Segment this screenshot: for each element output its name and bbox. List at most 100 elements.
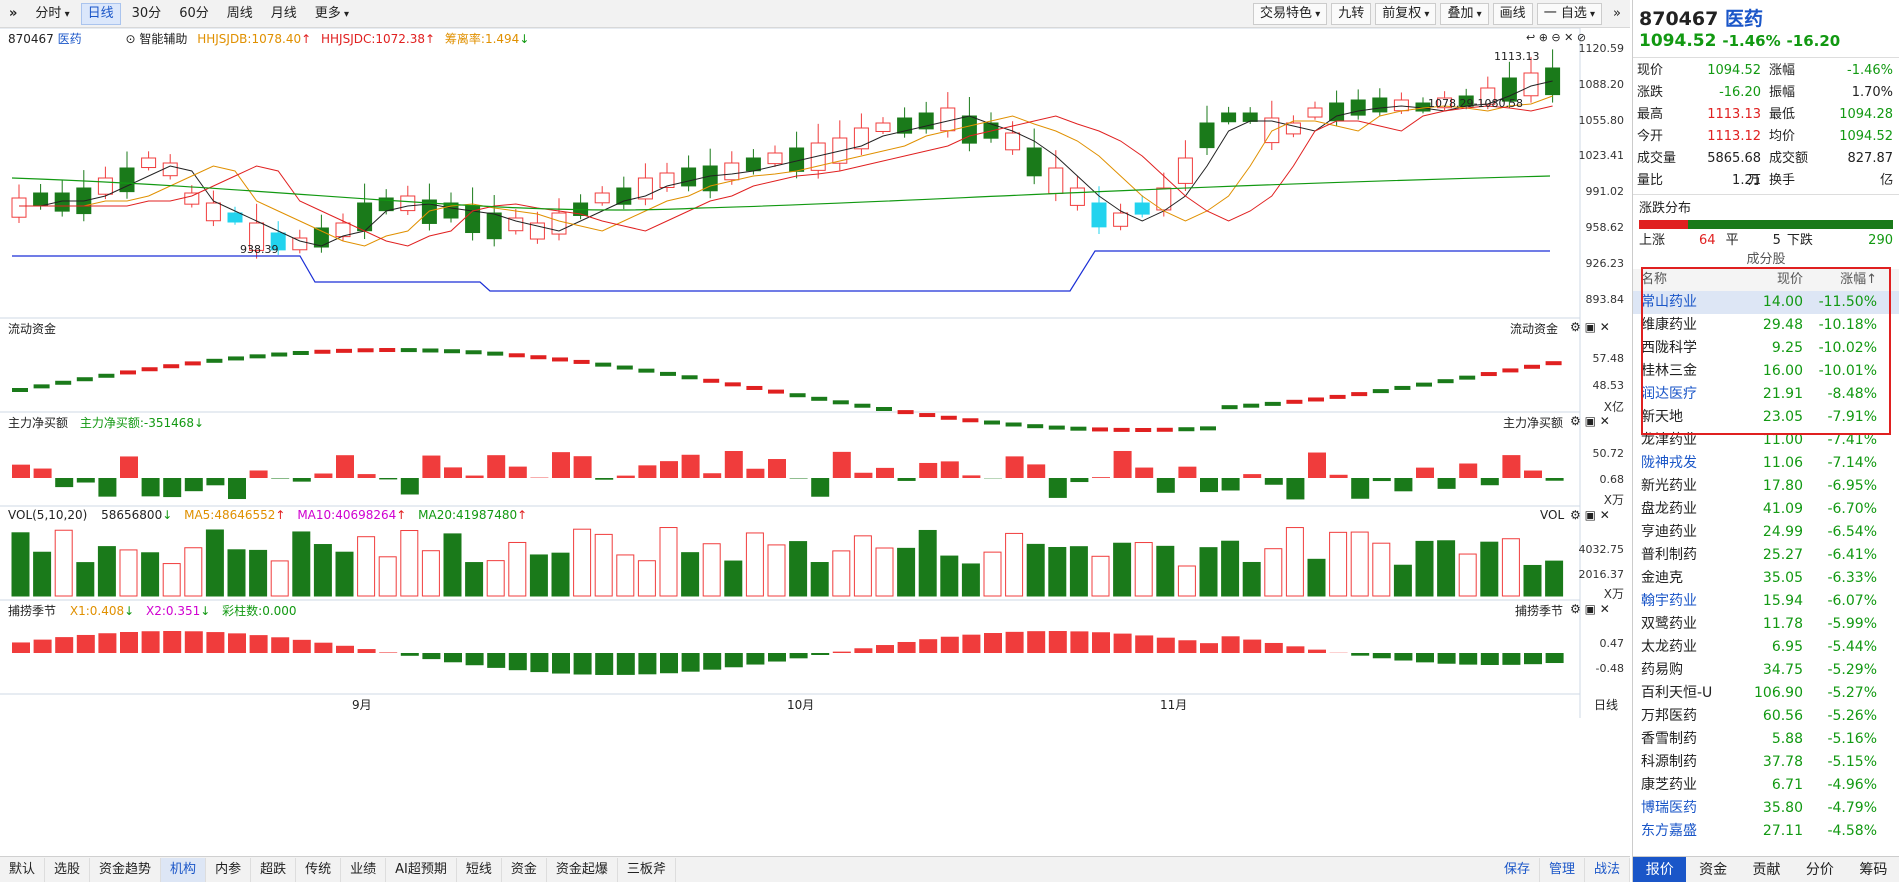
stock-name-cell[interactable]: 桂林三金 xyxy=(1633,360,1743,383)
side-tab-2[interactable]: 贡献 xyxy=(1740,857,1793,882)
strategy-action-1[interactable]: 管理 xyxy=(1540,858,1585,882)
stock-name-cell[interactable]: 亨迪药业 xyxy=(1633,521,1743,544)
volume-bar xyxy=(163,564,180,596)
strategy-tab-8[interactable]: AI超预期 xyxy=(386,858,457,882)
gear-icon[interactable]: ⚙ ▣ ✕ xyxy=(1570,508,1610,522)
stock-name-cell[interactable]: 东方嘉盛 xyxy=(1633,820,1743,843)
support-line xyxy=(12,251,1550,291)
gear-icon[interactable]: ⚙ ▣ ✕ xyxy=(1570,414,1610,428)
strategy-action-0[interactable]: 保存 xyxy=(1495,858,1540,882)
stock-name-cell[interactable]: 博瑞医药 xyxy=(1633,797,1743,820)
strategy-tab-2[interactable]: 资金趋势 xyxy=(90,858,161,882)
period-tab-3[interactable]: 60分 xyxy=(172,3,216,25)
tool-button-1[interactable]: 九转 xyxy=(1331,3,1371,25)
col-price[interactable]: 现价 xyxy=(1743,269,1803,291)
collapse-icon[interactable]: » xyxy=(2,3,24,25)
stock-name-cell[interactable]: 香雪制药 xyxy=(1633,728,1743,751)
period-tab-5[interactable]: 月线 xyxy=(264,3,304,25)
stock-name-cell[interactable]: 百利天恒-U xyxy=(1633,682,1743,705)
stock-name-cell[interactable]: 药易购 xyxy=(1633,659,1743,682)
strategy-tab-6[interactable]: 传统 xyxy=(296,858,341,882)
side-tab-1[interactable]: 资金 xyxy=(1686,857,1739,882)
strategy-tab-11[interactable]: 资金起爆 xyxy=(547,858,618,882)
stock-name-cell[interactable]: 新天地 xyxy=(1633,406,1743,429)
stock-name-cell[interactable]: 科源制药 xyxy=(1633,751,1743,774)
col-name[interactable]: 名称 xyxy=(1633,269,1743,291)
strategy-tab-10[interactable]: 资金 xyxy=(502,858,547,882)
side-tab-3[interactable]: 分价 xyxy=(1793,857,1846,882)
stock-name-cell[interactable]: 龙津药业 xyxy=(1633,429,1743,452)
tool-button-5[interactable]: 一 自选 xyxy=(1537,3,1602,25)
gear-icon[interactable]: ⚙ ▣ ✕ xyxy=(1570,602,1610,616)
assist-toggle[interactable]: ⊙ 智能辅助 xyxy=(125,32,187,46)
catch-bar xyxy=(1481,653,1499,665)
tool-button-0[interactable]: 交易特色 xyxy=(1253,3,1327,25)
stock-name-cell[interactable]: 康芝药业 xyxy=(1633,774,1743,797)
strategy-tab-4[interactable]: 内参 xyxy=(206,858,251,882)
stock-name-cell[interactable]: 盘龙药业 xyxy=(1633,498,1743,521)
strategy-tab-0[interactable]: 默认 xyxy=(0,858,45,882)
stock-name-cell[interactable]: 双鹭药业 xyxy=(1633,613,1743,636)
side-tab-0[interactable]: 报价 xyxy=(1633,857,1686,882)
strategy-tab-7[interactable]: 业绩 xyxy=(341,858,386,882)
stock-name-cell[interactable]: 陇神戎发 xyxy=(1633,452,1743,475)
strategy-tab-5[interactable]: 超跌 xyxy=(251,858,296,882)
stock-name-cell[interactable]: 维康药业 xyxy=(1633,314,1743,337)
strategy-action-2[interactable]: 战法 xyxy=(1585,858,1630,882)
stock-name-cell[interactable]: 常山药业 xyxy=(1633,291,1743,314)
period-tab-0[interactable]: 分时 xyxy=(28,3,76,25)
strategy-tab-3[interactable]: 机构 xyxy=(161,858,206,882)
col-change[interactable]: 涨幅↑ xyxy=(1803,269,1885,291)
stock-name-cell[interactable]: 新光药业 xyxy=(1633,475,1743,498)
gear-icon[interactable]: ⚙ ▣ ✕ xyxy=(1570,320,1610,334)
strategy-tab-9[interactable]: 短线 xyxy=(457,858,502,882)
kline-chart[interactable] xyxy=(0,28,1630,856)
stock-name-cell[interactable]: 万邦医药 xyxy=(1633,705,1743,728)
expand-icon[interactable]: » xyxy=(1606,3,1628,25)
period-tab-6[interactable]: 更多 xyxy=(308,3,356,25)
strategy-tab-1[interactable]: 选股 xyxy=(45,858,90,882)
catch-bar xyxy=(617,653,635,675)
stock-name-cell[interactable]: 普利制药 xyxy=(1633,544,1743,567)
period-tab-2[interactable]: 30分 xyxy=(125,3,169,25)
net-bar xyxy=(314,474,332,478)
stock-name-cell[interactable]: 西陇科学 xyxy=(1633,337,1743,360)
tool-button-4[interactable]: 画线 xyxy=(1493,3,1533,25)
stock-name-cell[interactable]: 太龙药业 xyxy=(1633,636,1743,659)
candle xyxy=(1200,123,1214,148)
stock-name-cell[interactable]: 金迪克 xyxy=(1633,567,1743,590)
period-tab-1[interactable]: 日线 xyxy=(81,3,121,25)
candle xyxy=(1178,158,1192,183)
tool-button-2[interactable]: 前复权 xyxy=(1375,3,1436,25)
period-tab-4[interactable]: 周线 xyxy=(220,3,260,25)
stock-name-cell[interactable]: 润达医疗 xyxy=(1633,383,1743,406)
strategy-tab-12[interactable]: 三板斧 xyxy=(618,858,676,882)
tool-button-3[interactable]: 叠加 xyxy=(1440,3,1488,25)
side-tab-4[interactable]: 筹码 xyxy=(1847,857,1899,882)
stock-name-cell[interactable]: 翰宇药业 xyxy=(1633,590,1743,613)
